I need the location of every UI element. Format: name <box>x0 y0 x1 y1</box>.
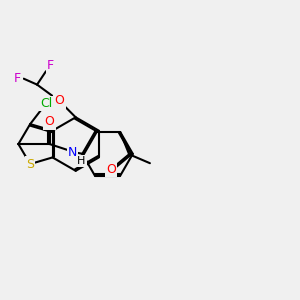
Text: F: F <box>47 59 54 72</box>
Text: O: O <box>45 115 55 128</box>
Text: S: S <box>26 158 34 170</box>
Text: F: F <box>14 72 21 85</box>
Text: H: H <box>77 156 86 166</box>
Text: O: O <box>54 94 64 107</box>
Text: Cl: Cl <box>40 97 52 110</box>
Text: N: N <box>68 146 77 160</box>
Text: O: O <box>106 163 116 176</box>
